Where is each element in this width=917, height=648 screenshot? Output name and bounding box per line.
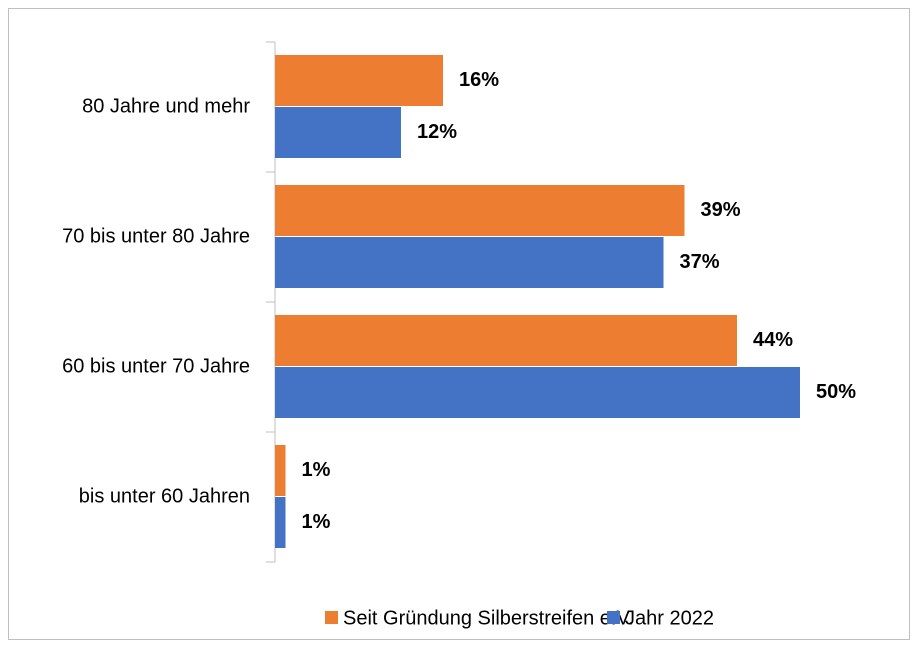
bar — [275, 497, 286, 548]
value-label: 1% — [302, 511, 331, 533]
legend-swatch — [607, 611, 620, 624]
value-label: 50% — [816, 381, 856, 403]
value-label: 12% — [417, 121, 457, 143]
bar — [275, 185, 685, 236]
bar — [275, 107, 401, 158]
bar — [275, 315, 737, 366]
value-label: 1% — [302, 459, 331, 481]
legend-swatch — [325, 611, 338, 624]
y-tick-label: bis unter 60 Jahren — [79, 485, 250, 507]
value-label: 37% — [680, 251, 720, 273]
bar — [275, 237, 664, 288]
bar — [275, 445, 286, 496]
y-tick-label: 70 bis unter 80 Jahre — [62, 225, 250, 247]
legend-label: Seit Gründung Silberstreifen e.V. — [343, 607, 634, 629]
legend-label: Jahr 2022 — [625, 607, 714, 629]
value-label: 16% — [459, 69, 499, 91]
y-tick-label: 80 Jahre und mehr — [82, 95, 250, 117]
y-tick-label: 60 bis unter 70 Jahre — [62, 355, 250, 377]
bar — [275, 367, 800, 418]
bar — [275, 55, 443, 106]
value-label: 39% — [701, 199, 741, 221]
value-label: 44% — [753, 329, 793, 351]
